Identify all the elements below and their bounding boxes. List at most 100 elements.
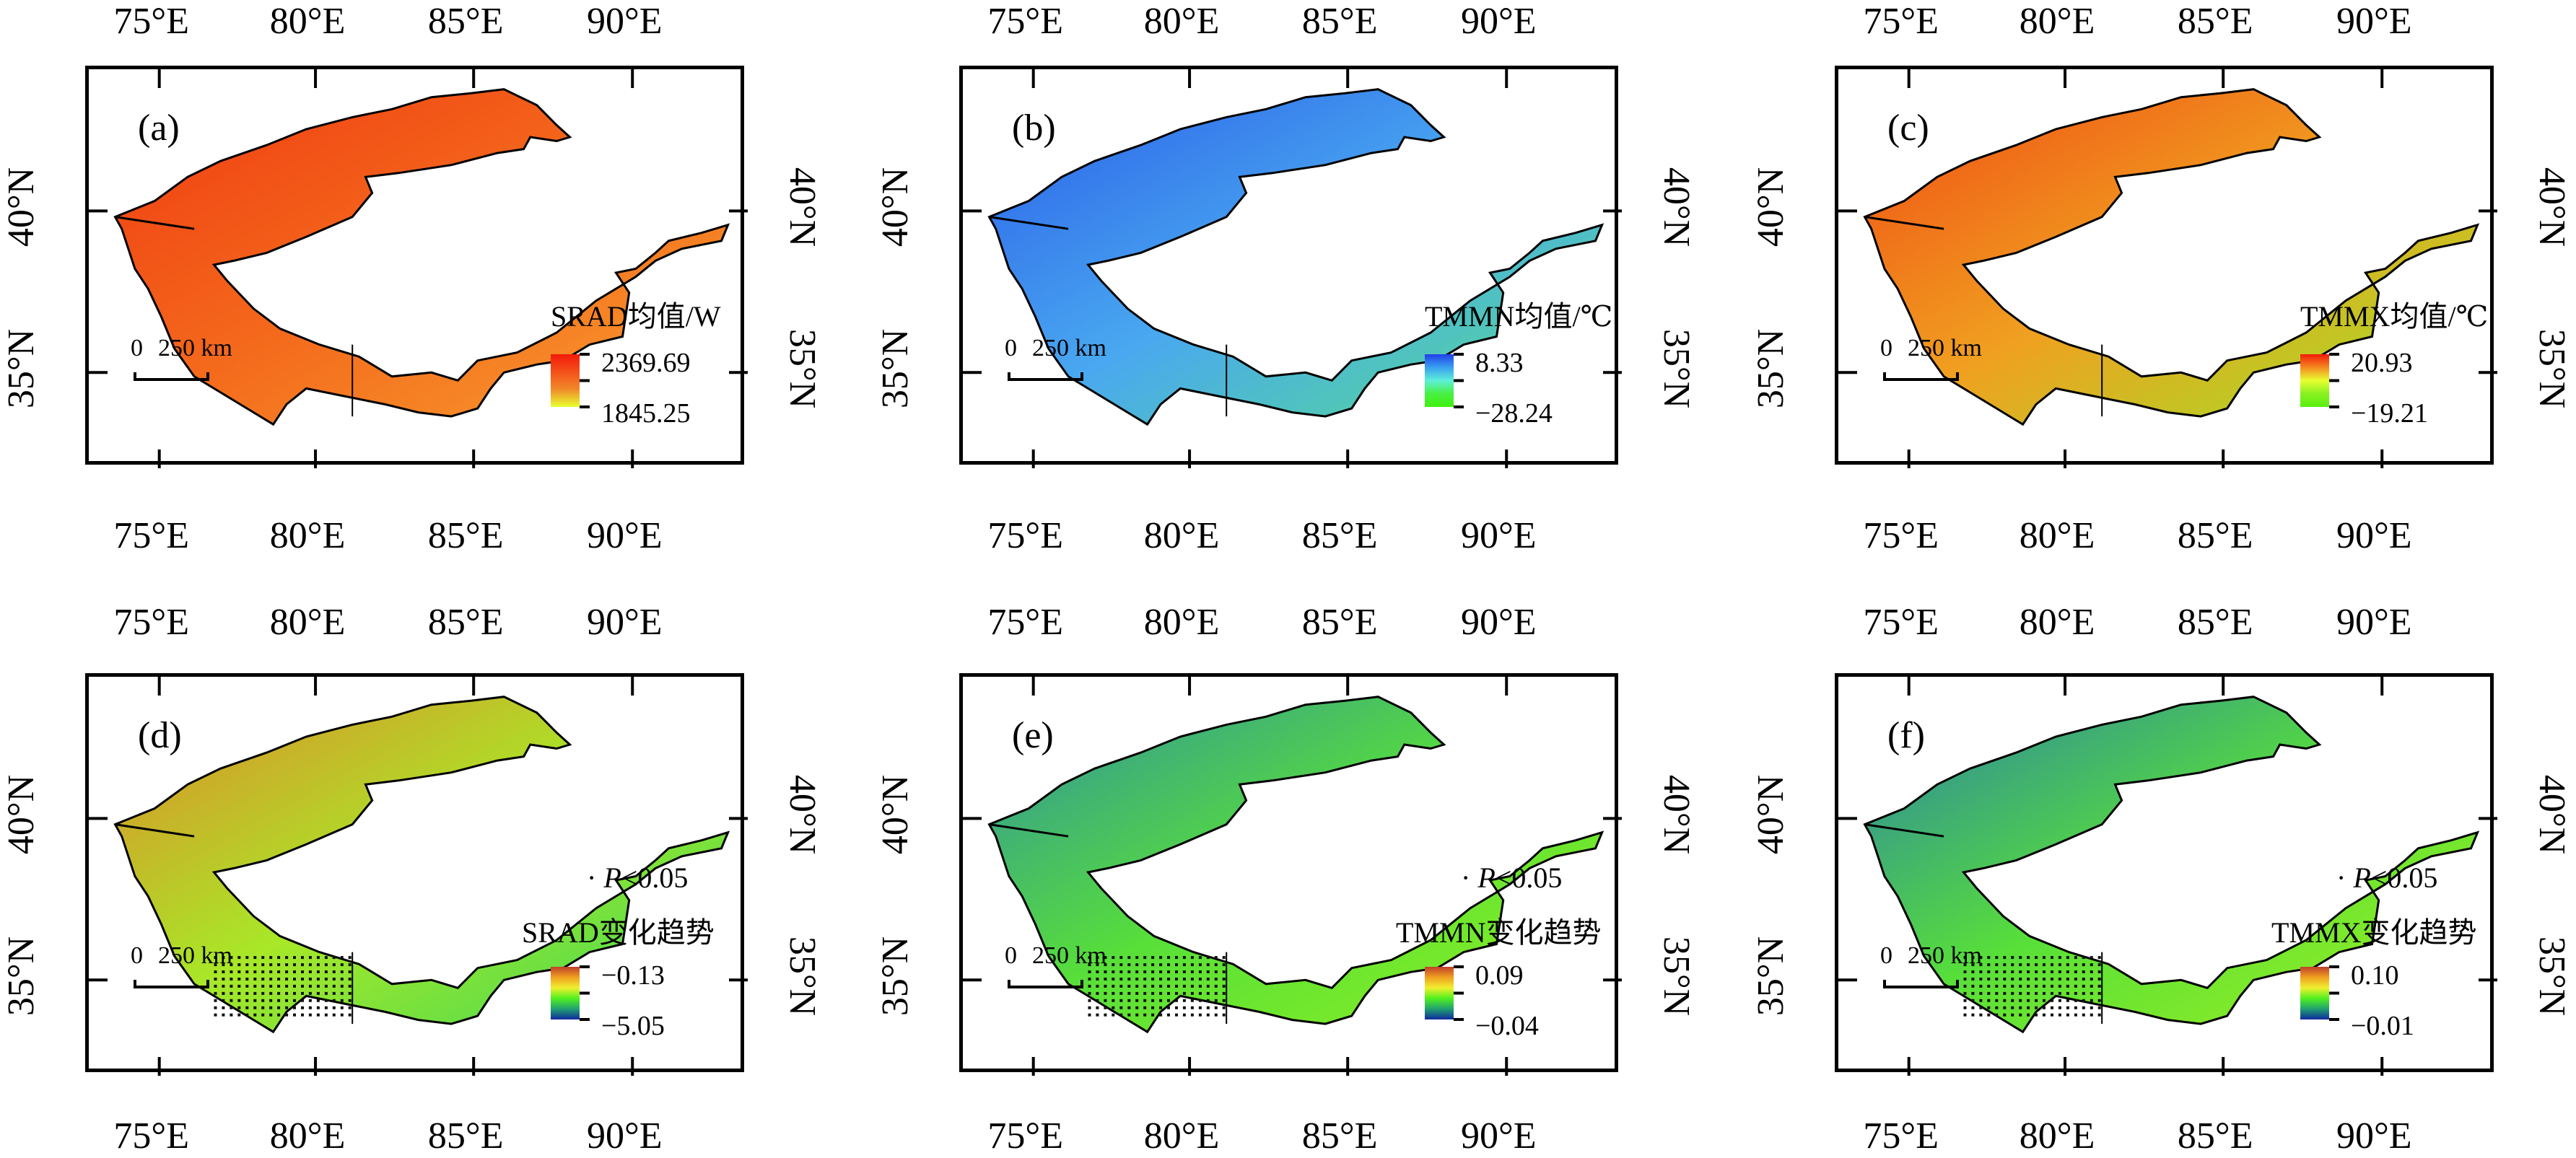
lon-label-bottom: 80°E — [269, 1115, 346, 1157]
lat-label-right: 40°N — [2531, 775, 2572, 855]
lon-label-bottom: 90°E — [1460, 515, 1537, 556]
lon-label-top: 90°E — [1460, 1, 1537, 42]
lon-label-top: 75°E — [987, 1, 1063, 42]
basin-region — [987, 696, 1604, 1034]
lon-label-top: 80°E — [2019, 1, 2095, 42]
sub-basin-boundary — [989, 823, 1069, 838]
legend-min-value: −5.05 — [601, 1011, 665, 1041]
panel-letter: (b) — [1012, 108, 1056, 149]
lat-label-right: 35°N — [2531, 329, 2572, 409]
lat-label-right: 35°N — [2531, 937, 2572, 1017]
panel-letter: (e) — [1012, 715, 1054, 756]
lat-label-left: 40°N — [1, 167, 42, 247]
lat-label-left: 40°N — [1750, 167, 1791, 247]
scale-bar-zero-label: 0 — [1880, 335, 1892, 361]
lat-label-left: 40°N — [1, 775, 42, 855]
map-frame: (f) TMMX变化趋势 0.10 −0.01 0 250 km · P<0.0… — [1835, 673, 2497, 1076]
lat-label-right: 35°N — [782, 329, 823, 409]
lon-label-bottom: 90°E — [1460, 1115, 1537, 1157]
scale-bar-zero-label: 0 — [1880, 942, 1892, 969]
lon-label-top: 80°E — [2019, 602, 2095, 643]
panel-letter: (d) — [138, 715, 182, 756]
legend-max-value: 20.93 — [2351, 348, 2413, 378]
significance-threshold: <0.05 — [621, 861, 689, 894]
lon-label-bottom: 80°E — [1143, 1115, 1220, 1157]
map-svg — [1838, 677, 2497, 1076]
scale-bar-distance-label: 250 km — [158, 942, 232, 969]
legend-title: SRAD均值/W — [551, 300, 721, 333]
basin-region — [987, 88, 1604, 426]
lat-label-left: 40°N — [875, 167, 916, 247]
lat-label-left: 35°N — [875, 329, 916, 409]
sub-basin-boundary — [1864, 823, 1944, 838]
legend-color-bar — [1425, 354, 1454, 407]
lon-label-top: 80°E — [269, 1, 346, 42]
map-panel-a: (a) SRAD均值/W 2369.69 1845.25 0 250 km — [85, 66, 748, 468]
lon-label-bottom: 75°E — [113, 515, 189, 556]
sub-basin-boundary — [1864, 216, 1944, 230]
legend-title: SRAD变化趋势 — [522, 916, 715, 949]
lon-label-bottom: 75°E — [1863, 1115, 1939, 1157]
map-frame: (c) TMMX均值/℃ 20.93 −19.21 0 250 km — [1835, 66, 2497, 468]
lon-label-top: 80°E — [269, 602, 346, 643]
scale-bar-distance-label: 250 km — [1032, 335, 1106, 361]
lat-label-right: 40°N — [782, 775, 823, 855]
lon-label-bottom: 75°E — [987, 1115, 1063, 1157]
lon-label-bottom: 85°E — [2177, 1115, 2253, 1157]
lon-label-bottom: 85°E — [427, 1115, 504, 1157]
significance-variable: P — [1477, 861, 1496, 894]
scale-bar — [1883, 372, 1959, 381]
panel-letter: (f) — [1887, 715, 1925, 756]
scale-bar-zero-label: 0 — [131, 335, 143, 361]
map-panel-e: (e) TMMN变化趋势 0.09 −0.04 0 250 km · P<0.0… — [959, 673, 1622, 1076]
scale-bar-zero-label: 0 — [1005, 942, 1017, 969]
lon-label-top: 90°E — [2336, 1, 2412, 42]
significance-variable: P — [2353, 861, 2371, 894]
legend-max-value: −0.13 — [601, 960, 665, 991]
legend-min-value: −28.24 — [1475, 398, 1553, 429]
lon-label-bottom: 75°E — [1863, 515, 1939, 556]
lon-label-bottom: 90°E — [2336, 515, 2412, 556]
lat-label-right: 40°N — [1656, 167, 1697, 247]
legend-color-bar — [2300, 967, 2329, 1019]
basin-region — [1863, 88, 2480, 426]
lat-label-left: 40°N — [1750, 775, 1791, 855]
lon-label-top: 75°E — [113, 602, 189, 643]
lat-label-right: 35°N — [1656, 329, 1697, 409]
lat-label-left: 35°N — [1750, 937, 1791, 1017]
lat-label-left: 35°N — [1, 329, 42, 409]
lon-label-bottom: 80°E — [2019, 515, 2095, 556]
lat-label-left: 35°N — [1750, 329, 1791, 409]
lat-label-right: 35°N — [1656, 937, 1697, 1017]
lon-label-top: 90°E — [1460, 602, 1537, 643]
lon-label-bottom: 80°E — [269, 515, 346, 556]
significance-stipple — [1963, 956, 2101, 1017]
map-frame: (e) TMMN变化趋势 0.09 −0.04 0 250 km · P<0.0… — [959, 673, 1622, 1076]
significance-threshold: <0.05 — [2370, 861, 2438, 894]
lon-label-bottom: 90°E — [586, 515, 663, 556]
lat-label-right: 40°N — [2531, 167, 2572, 247]
lon-label-bottom: 85°E — [2177, 515, 2253, 556]
legend-title: TMMN变化趋势 — [1396, 916, 1602, 949]
lon-label-top: 85°E — [1301, 602, 1378, 643]
lon-label-bottom: 90°E — [586, 1115, 663, 1157]
map-svg — [89, 69, 748, 468]
lon-label-top: 85°E — [1301, 1, 1378, 42]
lon-label-top: 80°E — [1143, 602, 1220, 643]
lon-label-top: 75°E — [113, 1, 189, 42]
basin-region — [113, 88, 730, 426]
map-frame: (b) TMMN均值/℃ 8.33 −28.24 0 250 km — [959, 66, 1622, 468]
significance-dot-icon: · — [587, 861, 604, 894]
legend-color-bar — [551, 354, 580, 407]
significance-label: · P<0.05 — [587, 861, 688, 895]
significance-label: · P<0.05 — [1461, 861, 1562, 895]
map-panel-d: (d) SRAD变化趋势 −0.13 −5.05 0 250 km · P<0.… — [85, 673, 748, 1076]
map-svg — [89, 677, 748, 1076]
lon-label-bottom: 90°E — [2336, 1115, 2412, 1157]
scale-bar — [134, 980, 209, 988]
scale-bar-zero-label: 0 — [131, 942, 143, 969]
lat-label-left: 40°N — [875, 775, 916, 855]
scale-bar-distance-label: 250 km — [158, 335, 232, 361]
legend-color-bar — [551, 967, 580, 1019]
lon-label-top: 85°E — [2177, 602, 2253, 643]
